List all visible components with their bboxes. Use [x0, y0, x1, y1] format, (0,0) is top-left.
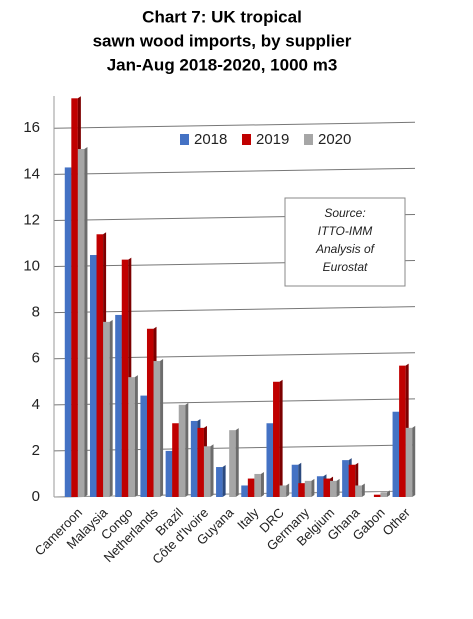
bar-side — [235, 428, 239, 497]
bar-side — [311, 478, 315, 497]
bar — [399, 365, 406, 497]
bar — [216, 467, 223, 497]
legend-label: 2019 — [256, 131, 289, 148]
y-tick-label: 10 — [23, 258, 40, 275]
chart-title: Jan-Aug 2018-2020, 1000 m3 — [107, 55, 338, 74]
bar — [273, 381, 280, 497]
source-text: ITTO-IMM — [318, 224, 372, 238]
y-tick-label: 4 — [32, 396, 40, 413]
bar — [190, 420, 198, 497]
y-tick-label: 0 — [32, 488, 40, 505]
source-text: Analysis of — [315, 242, 376, 256]
source-box — [284, 197, 406, 287]
bar — [316, 476, 324, 497]
bar — [203, 446, 211, 497]
bar-side — [336, 478, 340, 497]
bar — [121, 259, 129, 497]
source-text: Source: — [324, 206, 365, 220]
y-tick-label: 8 — [32, 304, 40, 321]
bar — [64, 167, 72, 497]
bar-side — [222, 465, 226, 497]
bar-side — [260, 471, 264, 497]
bar-side — [279, 379, 283, 497]
bar — [103, 321, 110, 497]
bar — [229, 430, 236, 497]
bar — [342, 460, 349, 497]
bar — [241, 485, 248, 497]
legend-label: 2020 — [318, 131, 351, 148]
source-text: Eurostat — [323, 260, 368, 274]
bar — [279, 485, 287, 497]
bar-side — [160, 359, 164, 497]
bar — [128, 377, 135, 497]
bar — [165, 450, 173, 497]
y-tick-label: 16 — [23, 119, 40, 136]
bar — [330, 480, 337, 497]
grid-line — [53, 121, 416, 129]
chart-title: Chart 7: UK tropical — [142, 7, 302, 26]
bar — [89, 255, 97, 497]
legend-label: 2018 — [194, 131, 227, 148]
bar — [291, 464, 299, 497]
bar-side — [387, 490, 391, 497]
bar — [178, 404, 186, 497]
grid-line — [53, 167, 416, 175]
bar — [254, 473, 261, 497]
bar — [77, 149, 85, 498]
bar — [146, 328, 154, 497]
bar-side — [84, 147, 88, 498]
bar — [96, 234, 104, 497]
bar-side — [286, 483, 290, 497]
bar — [71, 98, 78, 497]
x-tick-label: Other — [379, 504, 413, 538]
legend-swatch — [242, 134, 251, 145]
bar — [266, 423, 274, 497]
bar — [304, 480, 312, 497]
bar-side — [412, 425, 416, 497]
chart-title: sawn wood imports, by supplier — [93, 31, 352, 50]
bar — [140, 395, 147, 497]
bar-side — [361, 483, 365, 497]
bar — [115, 314, 122, 497]
bar — [348, 464, 356, 497]
bar — [355, 485, 362, 497]
y-tick-label: 6 — [32, 350, 40, 367]
bar — [323, 478, 331, 497]
grid-line — [53, 306, 416, 314]
bar — [247, 478, 255, 497]
y-tick-label: 14 — [23, 165, 40, 182]
y-tick-label: 12 — [23, 211, 40, 228]
y-tick-label: 2 — [32, 442, 40, 459]
bar — [380, 492, 388, 497]
legend-swatch — [304, 134, 313, 145]
bar — [298, 483, 305, 497]
grid-line — [53, 398, 416, 406]
grid-line — [53, 352, 416, 360]
bar — [197, 427, 204, 497]
bar-side — [109, 319, 113, 497]
bar-side — [185, 402, 189, 497]
bar — [405, 427, 413, 497]
bar-side — [210, 444, 214, 497]
bar — [153, 361, 161, 497]
x-tick-label: Italy — [234, 505, 262, 533]
bar — [392, 411, 400, 497]
bar — [172, 423, 179, 497]
bar — [373, 494, 381, 497]
bar-side — [134, 375, 138, 497]
legend-swatch — [180, 134, 189, 145]
